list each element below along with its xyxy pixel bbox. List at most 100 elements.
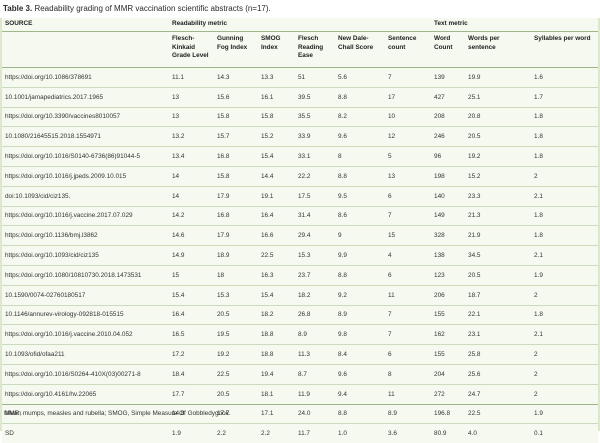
- value-cell: 22.2: [295, 166, 335, 186]
- value-cell: 16.4: [258, 206, 295, 226]
- value-cell: 16.8: [214, 206, 258, 226]
- value-cell: 18.9: [214, 246, 258, 266]
- value-cell: 33.9: [295, 127, 335, 147]
- table-row: https://doi.org/10.1016/j.vaccine.2010.0…: [2, 325, 598, 345]
- value-cell: 25.1: [465, 87, 531, 107]
- source-cell: https://doi.org/10.1016/j.jpeds.2009.10.…: [2, 166, 169, 186]
- table-footnote: MMR, mumps, measles and rubella; SMOG, S…: [4, 410, 231, 417]
- value-cell: 96: [431, 147, 465, 167]
- value-cell: 13.4: [169, 147, 214, 167]
- value-cell: 2.2: [258, 424, 295, 443]
- value-cell: 9.8: [335, 325, 385, 345]
- value-cell: 2.1: [531, 246, 598, 266]
- value-cell: 13: [385, 166, 431, 186]
- source-cell: https://doi.org/10.1016/j.vaccine.2010.0…: [2, 325, 169, 345]
- value-cell: 139: [431, 68, 465, 88]
- value-cell: 18.1: [258, 384, 295, 404]
- table-caption: Table 3. Readability grading of MMR vacc…: [0, 0, 600, 18]
- value-cell: 19.5: [214, 325, 258, 345]
- value-cell: 16.8: [214, 147, 258, 167]
- value-cell: 80.9: [431, 424, 465, 443]
- value-cell: 14: [169, 166, 214, 186]
- value-cell: 17.1: [258, 404, 295, 424]
- value-cell: 246: [431, 127, 465, 147]
- value-cell: 18.4: [169, 364, 214, 384]
- caption-text: Readability grading of MMR vaccination s…: [34, 4, 270, 13]
- source-cell: doi:10.1093/cid/ciz135.: [2, 186, 169, 206]
- col-header: Sentence count: [385, 32, 431, 68]
- readability-table: SOURCE Readability metric Text metric Fl…: [2, 18, 598, 443]
- value-cell: 138: [431, 246, 465, 266]
- col-header: Word Count: [431, 32, 465, 68]
- value-cell: 140: [431, 186, 465, 206]
- value-cell: 4: [385, 246, 431, 266]
- value-cell: 11: [385, 285, 431, 305]
- value-cell: 10: [385, 107, 431, 127]
- value-cell: 1.7: [531, 87, 598, 107]
- value-cell: 20.5: [465, 127, 531, 147]
- value-cell: 22.5: [258, 246, 295, 266]
- value-cell: 35.5: [295, 107, 335, 127]
- value-cell: 19.2: [465, 147, 531, 167]
- value-cell: 11.7: [295, 424, 335, 443]
- value-cell: 17.9: [214, 226, 258, 246]
- value-cell: 155: [431, 345, 465, 365]
- value-cell: 14.2: [169, 206, 214, 226]
- source-cell: 10.1590/0074-02760180517: [2, 285, 169, 305]
- value-cell: 24.0: [295, 404, 335, 424]
- header-source: SOURCE: [2, 18, 169, 32]
- value-cell: 13: [169, 107, 214, 127]
- value-cell: 8.9: [335, 305, 385, 325]
- value-cell: 4.0: [465, 424, 531, 443]
- value-cell: 13.2: [169, 127, 214, 147]
- source-cell: https://doi.org/10.1086/378691: [2, 68, 169, 88]
- source-cell: https://doi.org/10.1016/S0264-410X(03)00…: [2, 364, 169, 384]
- value-cell: 11.3: [295, 345, 335, 365]
- value-cell: 17.9: [214, 186, 258, 206]
- value-cell: 2: [531, 345, 598, 365]
- value-cell: 21.3: [465, 206, 531, 226]
- value-cell: 1.8: [531, 206, 598, 226]
- value-cell: 15.3: [214, 285, 258, 305]
- value-cell: 15.4: [258, 285, 295, 305]
- value-cell: 18.2: [295, 285, 335, 305]
- header-readability-metric: Readability metric: [169, 18, 431, 32]
- value-cell: 123: [431, 265, 465, 285]
- value-cell: 1.9: [169, 424, 214, 443]
- value-cell: 198: [431, 166, 465, 186]
- source-cell: 10.1080/21645515.2018.1554971: [2, 127, 169, 147]
- value-cell: 208: [431, 107, 465, 127]
- value-cell: 204: [431, 364, 465, 384]
- value-cell: 12: [385, 127, 431, 147]
- value-cell: 2.2: [214, 424, 258, 443]
- header-text-metric: Text metric: [431, 18, 598, 32]
- value-cell: 7: [385, 325, 431, 345]
- value-cell: 17.7: [169, 384, 214, 404]
- value-cell: 13.3: [258, 68, 295, 88]
- header-source-spacer: [2, 32, 169, 68]
- col-header: Flesch Reading Ease: [295, 32, 335, 68]
- value-cell: 1.8: [531, 305, 598, 325]
- col-header: Gunning Fog Index: [214, 32, 258, 68]
- value-cell: 14.4: [258, 166, 295, 186]
- value-cell: 1.6: [531, 68, 598, 88]
- value-cell: 1.0: [335, 424, 385, 443]
- value-cell: 8.8: [335, 87, 385, 107]
- value-cell: 1.8: [531, 127, 598, 147]
- value-cell: 18.2: [258, 305, 295, 325]
- value-cell: 19.1: [258, 186, 295, 206]
- value-cell: 9: [335, 226, 385, 246]
- value-cell: 162: [431, 325, 465, 345]
- value-cell: 18.7: [465, 285, 531, 305]
- value-cell: 39.5: [295, 87, 335, 107]
- value-cell: 25.8: [465, 345, 531, 365]
- value-cell: 155: [431, 305, 465, 325]
- value-cell: 9.4: [335, 384, 385, 404]
- value-cell: 2: [531, 285, 598, 305]
- value-cell: 7: [385, 68, 431, 88]
